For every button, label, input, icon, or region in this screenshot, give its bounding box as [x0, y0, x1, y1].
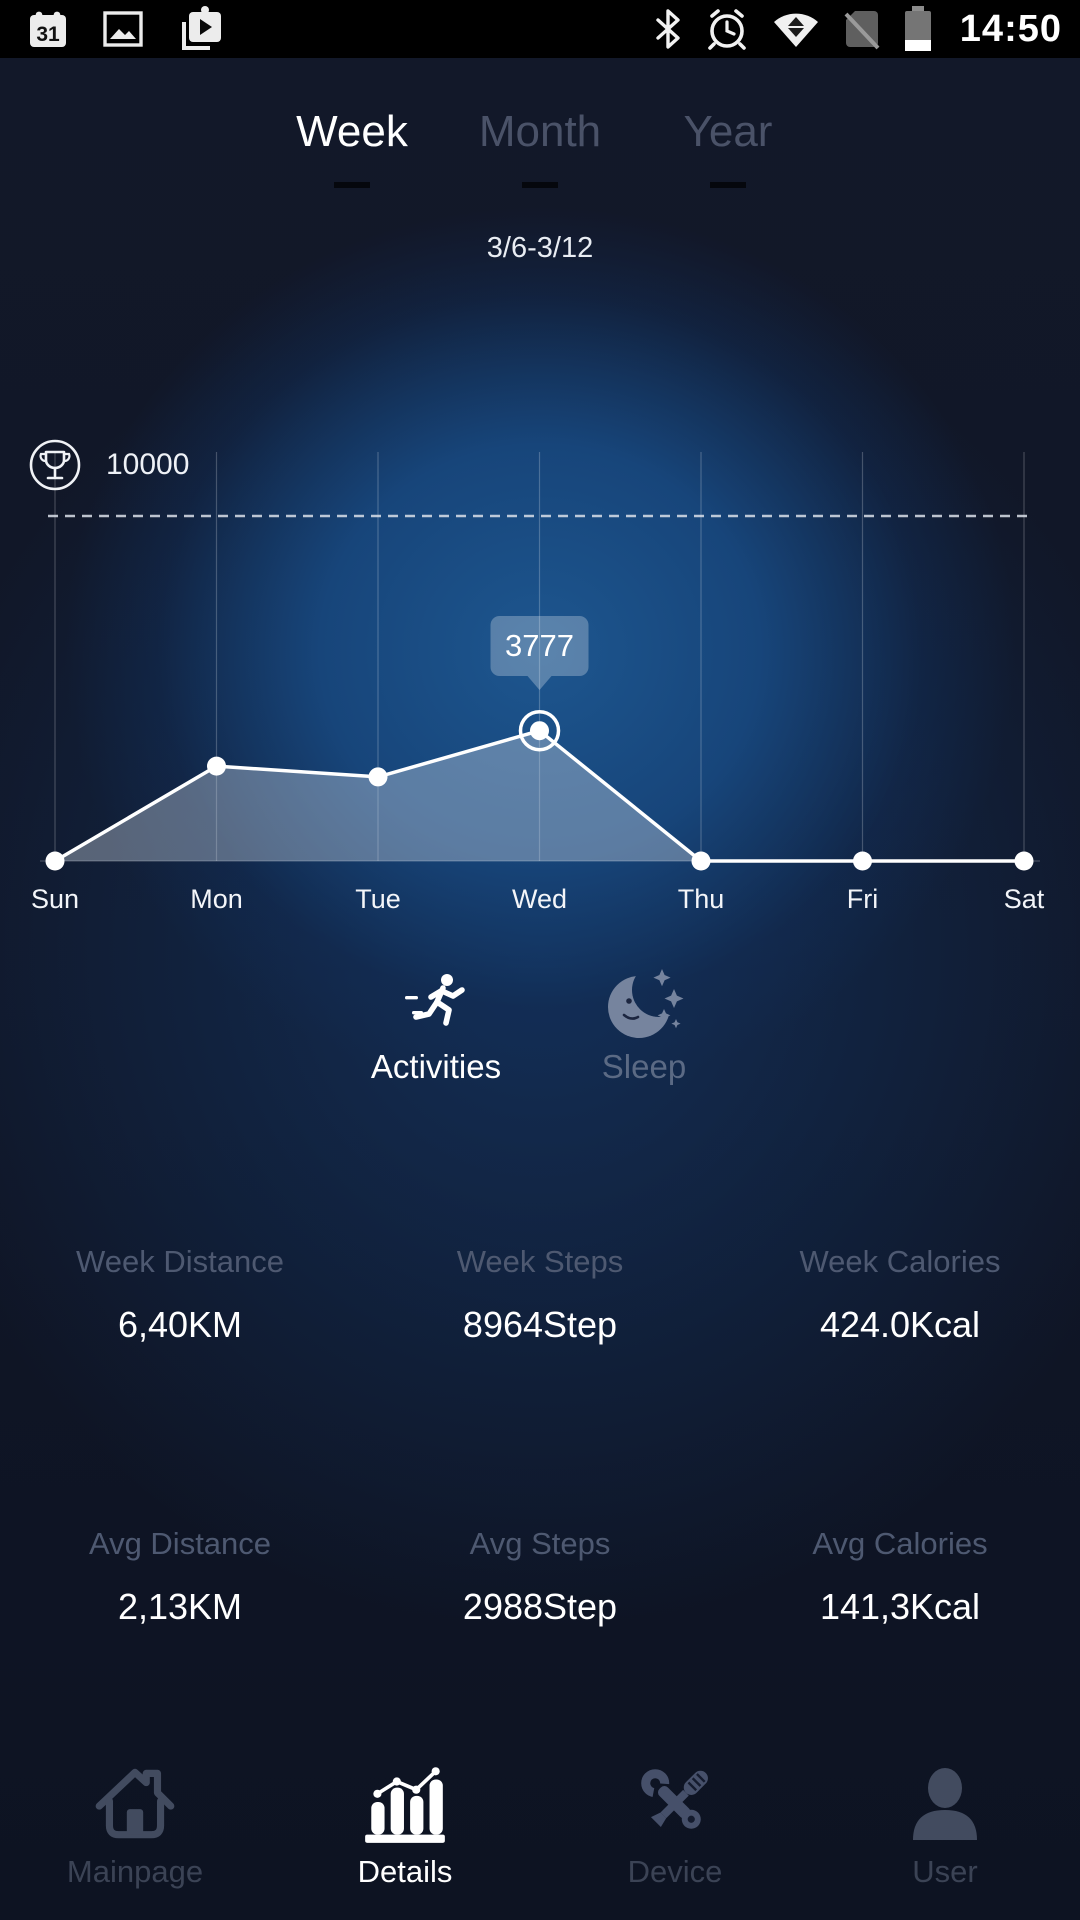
activities-label: Activities — [370, 1048, 502, 1085]
toggle-activities[interactable]: Activities — [332, 966, 540, 1086]
day-label: Mon — [190, 884, 243, 914]
status-bar-right: 14:50 — [654, 6, 1062, 52]
videos-icon — [182, 6, 221, 50]
home-icon — [95, 1768, 175, 1839]
tab-month[interactable]: Month — [455, 106, 625, 188]
data-point[interactable] — [368, 767, 388, 787]
data-point[interactable] — [45, 851, 65, 871]
chart-line — [54, 728, 1024, 863]
week-calories-stat: Week Calories 424.0Kcal — [720, 1232, 1080, 1346]
toggle-sleep[interactable]: Sleep — [540, 966, 748, 1086]
runner-icon — [405, 974, 465, 1026]
day-label: Wed — [511, 884, 568, 914]
moon-sleep-icon — [608, 969, 684, 1038]
week-steps-label: Week Steps — [456, 1244, 624, 1279]
week-steps-stat: Week Steps 8964Step — [360, 1232, 720, 1346]
week-distance-stat: Week Distance 6,40KM — [0, 1232, 360, 1346]
week-calories-label: Week Calories — [799, 1244, 1001, 1279]
status-bar-left: 31 — [26, 6, 224, 52]
week-stats-row: Week Distance 6,40KM Week Steps 8964Step… — [0, 1232, 1080, 1346]
gallery-icon — [103, 11, 143, 47]
activity-sleep-toggle: Activities — [0, 966, 1080, 1086]
day-label: Sun — [30, 884, 80, 914]
nav-item-device[interactable]: Device — [540, 1748, 810, 1920]
day-label: Thu — [677, 884, 725, 914]
nav-device-label: Device — [627, 1854, 723, 1889]
status-bar: 31 — [0, 0, 1080, 58]
week-steps-value: 8964Step — [462, 1304, 618, 1345]
x-axis-day-labels: Sun Mon Tue Wed Thu Fri Sat — [0, 884, 1080, 924]
day-label: Sat — [1003, 884, 1045, 914]
avg-stats-row: Avg Distance 2,13KM Avg Steps 2988Step A… — [0, 1514, 1080, 1628]
goal-value: 10000 — [106, 448, 190, 481]
nav-item-mainpage[interactable]: Mainpage — [0, 1748, 270, 1920]
date-range: 3/6-3/12 — [486, 232, 594, 264]
avg-steps-stat: Avg Steps 2988Step — [360, 1514, 720, 1628]
tab-month-label: Month — [478, 107, 602, 156]
week-distance-value: 6,40KM — [117, 1304, 243, 1345]
wifi-icon — [773, 13, 818, 48]
nav-item-details[interactable]: Details — [270, 1748, 540, 1920]
tab-month-underline — [522, 182, 558, 188]
tab-year[interactable]: Year — [643, 106, 813, 188]
data-point[interactable] — [207, 756, 226, 776]
clock-time: 14:50 — [959, 7, 1062, 50]
trophy-icon — [29, 439, 81, 491]
nav-details-label: Details — [357, 1854, 453, 1889]
avg-steps-value: 2988Step — [462, 1586, 618, 1627]
sleep-label: Sleep — [601, 1048, 687, 1085]
nav-user-label: User — [912, 1854, 978, 1889]
tools-icon — [641, 1769, 708, 1829]
step-count-tooltip: 3777 — [490, 616, 589, 676]
week-calories-value: 424.0Kcal — [819, 1304, 981, 1345]
data-point[interactable] — [853, 851, 872, 871]
tab-week[interactable]: Week — [267, 106, 437, 188]
avg-calories-stat: Avg Calories 141,3Kcal — [720, 1514, 1080, 1628]
day-label: Fri — [846, 884, 879, 914]
selected-point-ring — [518, 709, 561, 752]
nav-item-user[interactable]: User — [810, 1748, 1080, 1920]
period-tabs: Week Month Year — [0, 106, 1080, 188]
tooltip-value: 3777 — [505, 628, 574, 663]
goal-row: 10000 — [28, 438, 189, 492]
bottom-navigation: Mainpage Details — [0, 1748, 1080, 1920]
data-point[interactable] — [1014, 851, 1034, 871]
bluetooth-icon — [656, 9, 680, 49]
alarm-clock-icon — [707, 9, 746, 50]
data-point[interactable] — [691, 851, 711, 871]
calendar-icon: 31 — [30, 11, 66, 47]
avg-distance-stat: Avg Distance 2,13KM — [0, 1514, 360, 1628]
calendar-day: 31 — [36, 23, 60, 46]
tab-week-label: Week — [296, 107, 408, 156]
chart-area — [55, 730, 1024, 861]
day-label: Tue — [355, 884, 401, 914]
avg-steps-label: Avg Steps — [469, 1526, 611, 1561]
battery-icon — [904, 6, 931, 51]
avg-calories-value: 141,3Kcal — [819, 1586, 981, 1627]
data-point[interactable] — [530, 721, 549, 741]
nav-mainpage-label: Mainpage — [66, 1854, 204, 1889]
user-icon — [913, 1768, 977, 1840]
week-distance-label: Week Distance — [76, 1244, 284, 1279]
bar-chart-icon — [365, 1767, 445, 1843]
avg-distance-label: Avg Distance — [88, 1526, 272, 1561]
no-sim-icon — [844, 11, 880, 50]
avg-distance-value: 2,13KM — [117, 1586, 243, 1627]
tab-week-underline — [334, 182, 370, 188]
avg-calories-label: Avg Calories — [812, 1526, 988, 1561]
tab-year-label: Year — [683, 107, 773, 156]
tab-year-underline — [710, 182, 746, 188]
